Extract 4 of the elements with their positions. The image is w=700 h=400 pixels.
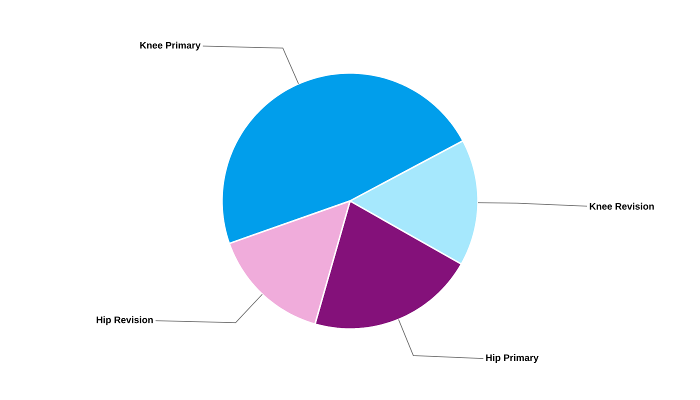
slice-label: Hip Revision bbox=[96, 316, 153, 326]
slice-label: Knee Revision bbox=[590, 202, 654, 210]
slice-label: Hip Primary bbox=[486, 354, 539, 363]
slice-label: Knee Primary bbox=[140, 42, 201, 51]
